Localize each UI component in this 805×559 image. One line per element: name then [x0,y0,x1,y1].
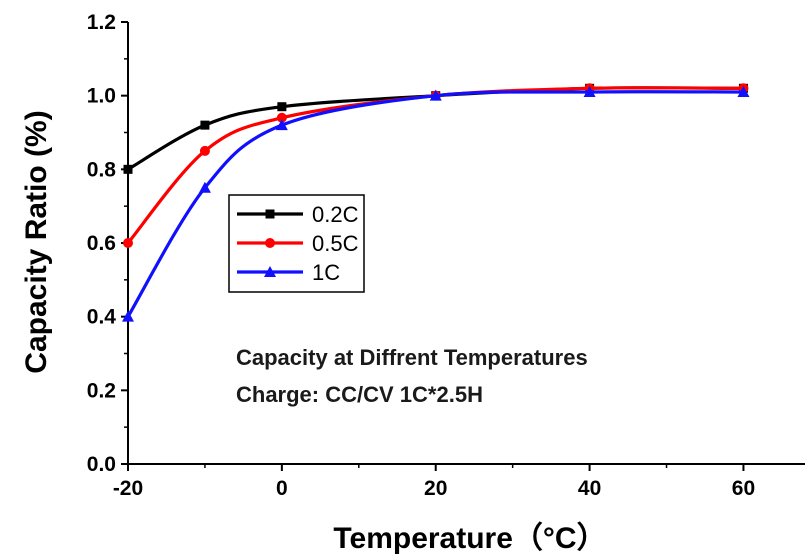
series-line-05c [126,86,744,245]
legend-label-1c: 1C [312,260,340,285]
data-point-1c [583,85,596,97]
y-tick-label: 0.4 [87,306,117,329]
x-tick-label: -20 [113,477,143,500]
legend-label-02c: 0.2C [312,202,359,227]
series-05c [123,83,749,248]
y-tick-label: 1.0 [87,85,116,108]
y-tick-label: 0.6 [87,232,116,255]
data-point-02c [277,102,287,112]
y-axis-title: Capacity Ratio (%) [20,110,53,373]
x-tick-label: 60 [732,477,755,500]
data-point-02c [123,164,133,174]
legend: 0.2C 0.5C 1C [228,194,365,293]
ticks: -20 0 20 40 60 0.0 0.2 0.4 0.6 0.8 1.0 1.2 [87,11,755,500]
data-point-05c [276,112,287,123]
data-point-02c [200,120,210,130]
data-point-1c [198,181,211,193]
data-point-1c [122,310,134,322]
x-tick-label: 0 [276,477,288,500]
data-point-1c [737,85,750,97]
data-point-1c [275,119,288,131]
y-tick-label: 1.2 [87,11,116,34]
data-point-05c [123,238,133,248]
legend-marker-1c [264,266,276,277]
series-lines [122,83,750,322]
y-tick-label: 0.0 [87,453,116,476]
legend-label-05c: 0.5C [312,231,359,256]
data-point-1c [429,89,442,101]
annotation-line-2: Charge: CC/CV 1C*2.5H [236,382,483,407]
x-tick-label: 40 [578,477,601,500]
y-tick-label: 0.8 [87,158,117,181]
legend-marker-02c [265,209,275,219]
annotation-line-1: Capacity at Diffrent Temperatures [236,345,588,370]
data-point-05c [199,145,210,156]
x-tick-label: 20 [424,477,447,500]
x-axis-title: Temperature（°C） [333,521,606,555]
legend-marker-05c [265,238,275,248]
series-1c [122,85,750,322]
series-line-1c [126,90,744,318]
y-tick-label: 0.2 [87,379,116,402]
